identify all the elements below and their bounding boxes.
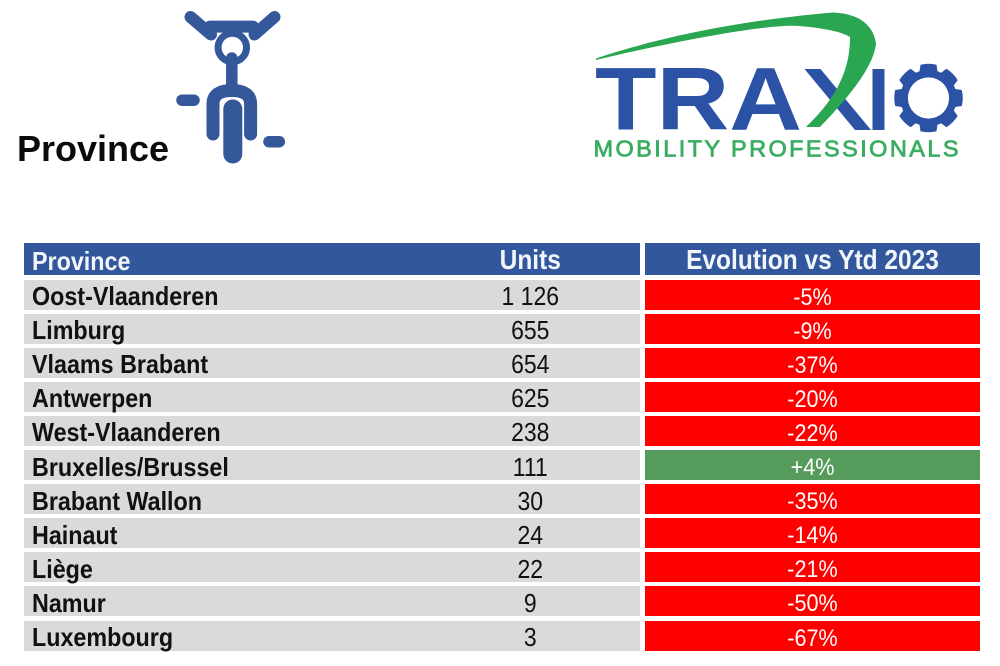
svg-text:TRA: TRA bbox=[595, 49, 802, 149]
svg-text:MOBILITY PROFESSIONALS: MOBILITY PROFESSIONALS bbox=[594, 136, 959, 162]
